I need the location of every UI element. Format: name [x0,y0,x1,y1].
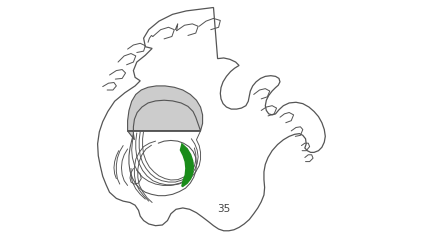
Text: 35: 35 [216,204,230,214]
Polygon shape [98,7,325,231]
Polygon shape [180,144,193,186]
Polygon shape [127,86,202,140]
